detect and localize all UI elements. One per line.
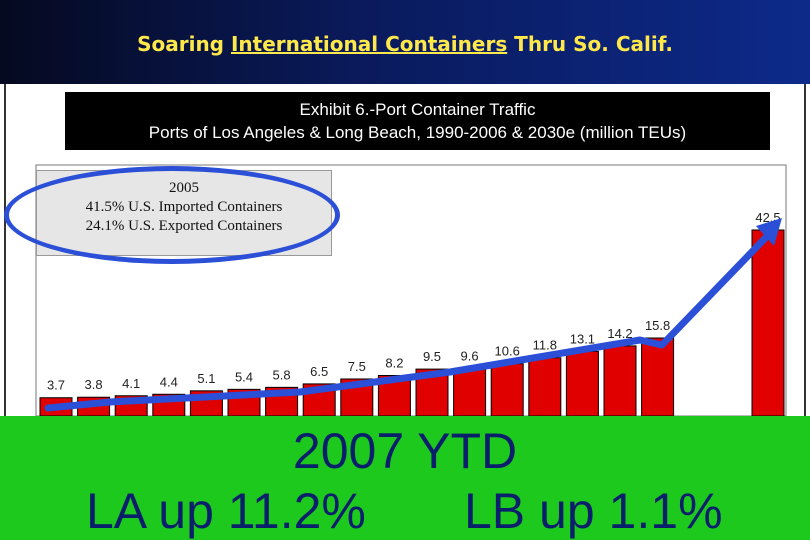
data-label-1997: 6.5 [310, 364, 328, 379]
title-underlined: International Containers [230, 32, 508, 56]
bar-2003 [528, 357, 562, 417]
ytd-la-growth: LA up 11.2% [86, 483, 366, 539]
data-label-2002: 10.6 [495, 344, 520, 359]
data-label-2005: 14.2 [607, 326, 632, 341]
data-label-1990: 3.7 [47, 378, 65, 393]
header-bar [0, 0, 810, 84]
exhibit-title-line2: Ports of Los Angeles & Long Beach, 1990-… [148, 123, 687, 142]
data-label-1995: 5.4 [235, 369, 253, 384]
ytd-title: 2007 YTD [292, 423, 518, 479]
exhibit-title-box: Exhibit 6.-Port Container Traffic Ports … [65, 92, 770, 150]
data-label-2004: 13.1 [570, 331, 595, 346]
bar-2005 [603, 345, 637, 417]
title-prefix: Soaring [137, 32, 231, 56]
bar-2030e [751, 229, 785, 417]
ytd-lb-growth: LB up 1.1% [464, 483, 723, 539]
bar-2004 [565, 350, 599, 417]
data-label-1991: 3.8 [85, 377, 103, 392]
slide-title: Soaring International Containers Thru So… [0, 32, 810, 56]
exhibit-title-line1: Exhibit 6.-Port Container Traffic [299, 100, 536, 119]
data-label-1996: 5.8 [273, 367, 291, 382]
trend-arrow-line [44, 224, 779, 412]
data-label-1993: 4.4 [160, 374, 178, 389]
callout-ellipse [4, 166, 340, 264]
data-label-1994: 5.1 [197, 371, 215, 386]
ytd-banner: 2007 YTD LA up 11.2% LB up 1.1% [0, 416, 810, 540]
trend-arrow-head [756, 218, 782, 246]
data-label-2003: 11.8 [533, 338, 557, 353]
bar-2001 [453, 368, 487, 417]
data-label-2000: 9.5 [423, 349, 441, 364]
title-suffix: Thru So. Calif. [507, 32, 673, 56]
data-label-1998: 7.5 [348, 359, 366, 374]
data-label-1992: 4.1 [122, 376, 140, 391]
data-label-2006: 15.8 [645, 318, 670, 333]
bar-2002 [490, 363, 524, 417]
data-label-2001: 9.6 [461, 349, 479, 364]
bar-2006 [641, 337, 675, 417]
data-label-1999: 8.2 [385, 356, 403, 371]
